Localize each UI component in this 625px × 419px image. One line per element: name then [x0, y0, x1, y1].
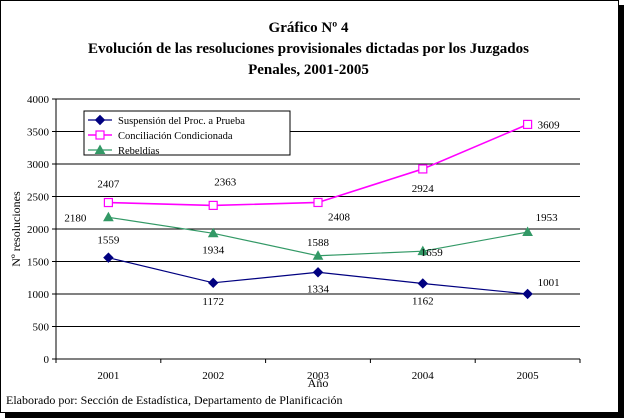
chart-title: Gráfico Nº 4 Evolución de las resolucion…	[0, 18, 617, 81]
x-tick-label: 2001	[97, 370, 119, 382]
legend-swatch-marker	[95, 130, 105, 140]
data-label: 1334	[307, 283, 330, 295]
legend-swatch-marker	[94, 144, 106, 154]
series-3-point	[417, 245, 429, 256]
y-tick-label: 3000	[27, 159, 50, 171]
series-3-point	[312, 250, 324, 260]
y-axis-title: Nº resoluciones	[9, 191, 23, 267]
data-label: 2408	[328, 211, 351, 223]
series-2-point	[418, 164, 428, 174]
data-label: 3609	[538, 119, 561, 131]
series-1-point	[207, 277, 219, 289]
data-label: 2407	[97, 179, 120, 191]
y-tick-label: 4000	[27, 94, 50, 106]
y-tick-label: 2500	[27, 192, 50, 204]
series-1-point	[522, 288, 533, 300]
data-label: 1559	[97, 235, 120, 247]
legend	[83, 110, 291, 156]
chart-title-line-3: Penales, 2001-2005	[248, 62, 369, 78]
data-label: 1934	[202, 244, 225, 256]
data-label: 2363	[214, 176, 237, 188]
chart-title-line-1: Gráfico Nº 4	[268, 20, 349, 36]
x-tick-label: 2002	[202, 370, 224, 382]
y-tick-label: 1500	[27, 257, 50, 269]
y-tick-label: 1000	[27, 289, 50, 301]
series-1-point	[312, 267, 324, 278]
series-3-point	[522, 226, 533, 237]
legend-entry: Conciliación Condicionada	[118, 131, 233, 142]
data-label: 1172	[202, 296, 224, 308]
chart-frame	[0, 0, 619, 413]
series-2-point	[313, 197, 323, 208]
data-label: 2924	[412, 183, 435, 195]
x-axis-title: Año	[308, 376, 329, 390]
series-2-point	[103, 197, 114, 208]
series-2-point	[208, 200, 218, 211]
footer-credit: Elaborado por: Sección de Estadística, D…	[6, 393, 343, 407]
y-tick-label: 2000	[27, 224, 50, 236]
x-tick-label: 2004	[412, 370, 435, 382]
x-tick-label: 2003	[307, 370, 330, 382]
series-2-point	[522, 119, 533, 130]
data-label: 1588	[307, 237, 330, 249]
series-3-point	[207, 227, 219, 238]
x-tick-label: 2005	[517, 370, 540, 382]
y-tick-label: 3500	[27, 127, 50, 139]
legend-entry: Rebeldías	[118, 146, 159, 157]
chart-title-line-2: Evolución de las resoluciones provisiona…	[88, 41, 529, 57]
series-1-point	[103, 252, 114, 263]
y-tick-label: 500	[33, 322, 50, 334]
series-1-point	[417, 278, 429, 289]
data-label: 1001	[538, 277, 560, 289]
legend-entry: Suspensión del Proc. a Prueba	[118, 116, 245, 127]
data-label: 2180	[64, 212, 87, 224]
legend-swatch-marker	[94, 114, 106, 126]
data-label: 1162	[412, 295, 434, 307]
data-label: 1659	[421, 247, 444, 259]
series-3-point	[103, 211, 114, 222]
data-label: 1953	[536, 212, 559, 224]
y-tick-label: 0	[44, 354, 50, 366]
